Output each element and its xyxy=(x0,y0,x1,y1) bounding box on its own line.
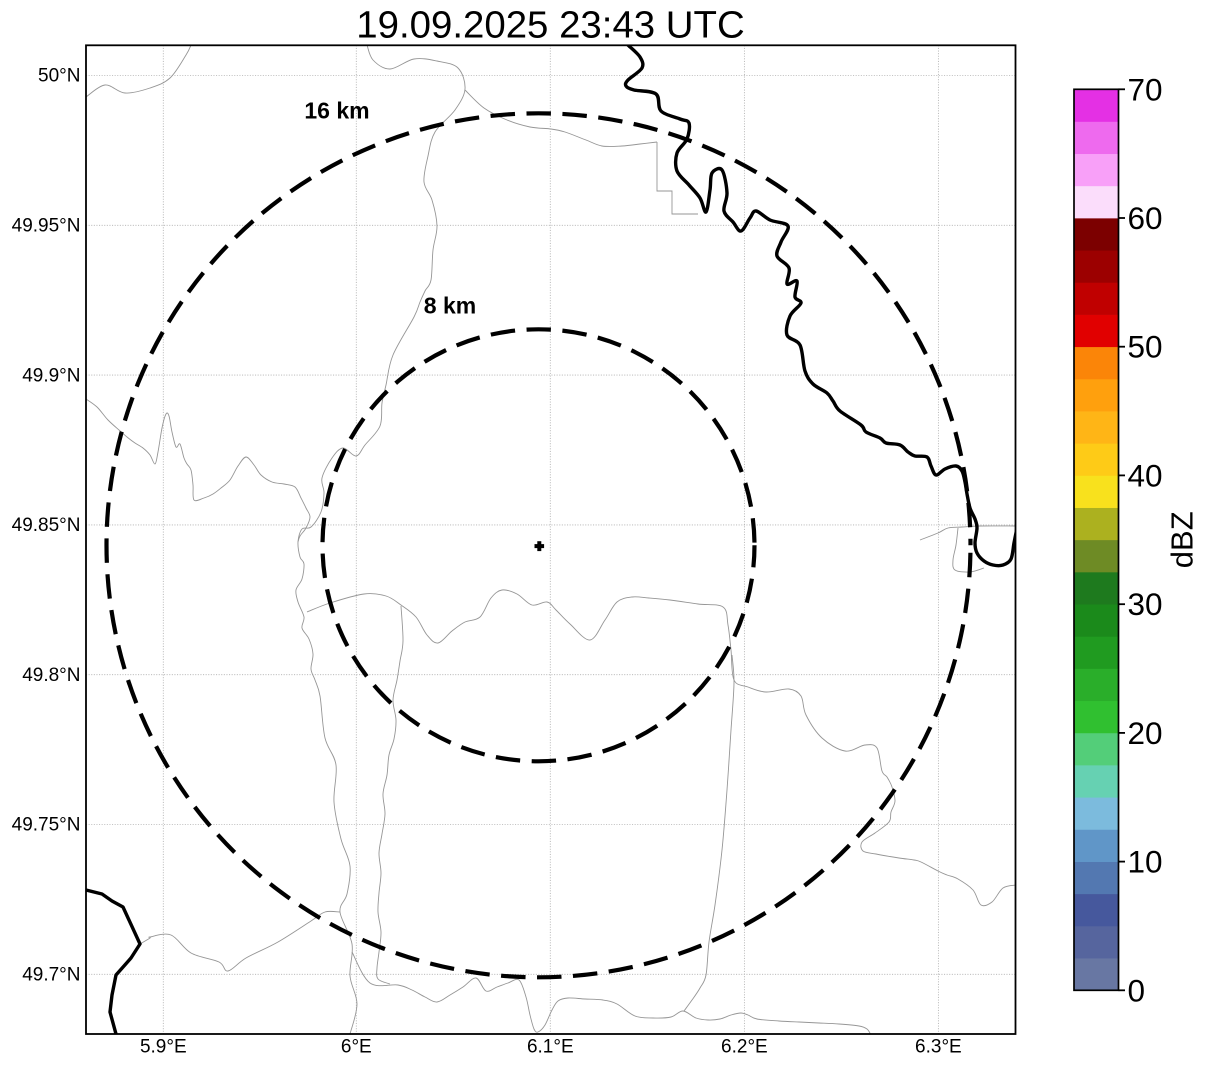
svg-text:49.95°N: 49.95°N xyxy=(12,216,81,237)
svg-text:6.1°E: 6.1°E xyxy=(527,1037,574,1058)
svg-text:30: 30 xyxy=(1128,586,1163,622)
svg-text:50°N: 50°N xyxy=(38,66,80,87)
svg-text:19.09.2025 23:43 UTC: 19.09.2025 23:43 UTC xyxy=(356,3,744,46)
svg-text:70: 70 xyxy=(1128,71,1163,107)
svg-text:6°E: 6°E xyxy=(341,1037,372,1058)
svg-text:49.75°N: 49.75°N xyxy=(12,815,81,836)
svg-text:0: 0 xyxy=(1128,972,1146,1008)
svg-text:20: 20 xyxy=(1128,715,1163,751)
svg-text:16 km: 16 km xyxy=(304,98,369,124)
svg-text:6.3°E: 6.3°E xyxy=(915,1037,962,1058)
svg-text:10: 10 xyxy=(1128,844,1163,880)
svg-text:dBZ: dBZ xyxy=(1165,511,1200,568)
svg-text:8 km: 8 km xyxy=(424,293,476,319)
svg-text:5.9°E: 5.9°E xyxy=(140,1037,187,1058)
svg-text:49.7°N: 49.7°N xyxy=(22,965,80,986)
svg-text:6.2°E: 6.2°E xyxy=(721,1037,768,1058)
svg-text:49.8°N: 49.8°N xyxy=(22,665,80,686)
svg-text:50: 50 xyxy=(1128,329,1163,365)
svg-text:60: 60 xyxy=(1128,200,1163,236)
svg-text:49.9°N: 49.9°N xyxy=(22,365,80,386)
svg-text:40: 40 xyxy=(1128,457,1163,493)
svg-text:49.85°N: 49.85°N xyxy=(12,515,81,536)
